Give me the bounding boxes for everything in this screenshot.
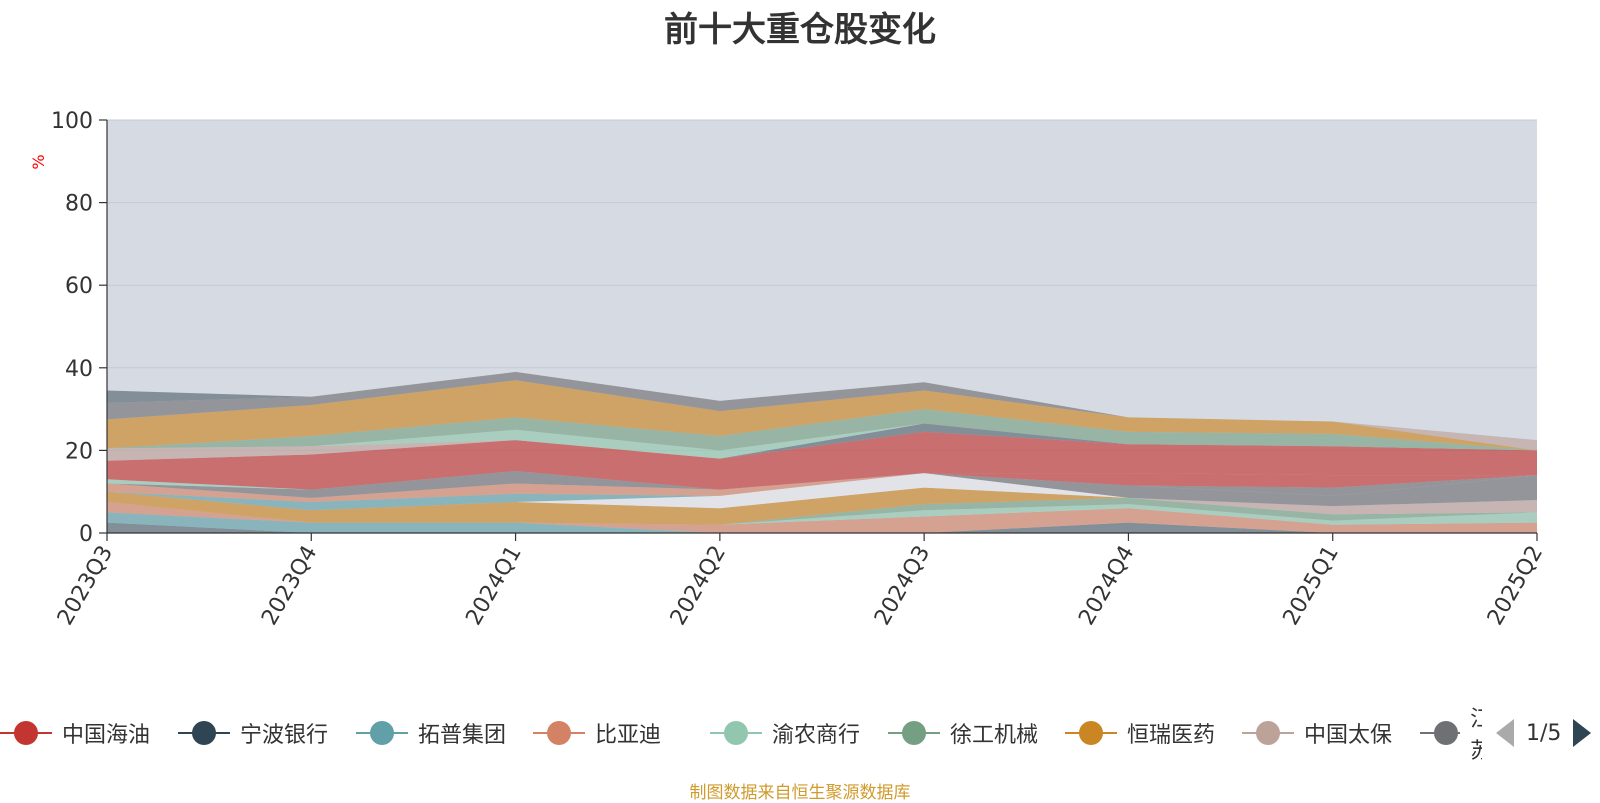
legend-label: 恒瑞医药 bbox=[1127, 723, 1216, 748]
legend-label: 中国海油 bbox=[62, 723, 151, 748]
area-series bbox=[107, 473, 1537, 503]
area-series bbox=[107, 502, 1537, 533]
area-series-group bbox=[107, 371, 1537, 533]
x-tick-label: 2024Q2 bbox=[666, 542, 731, 630]
legend-marker-icon bbox=[1065, 718, 1117, 748]
y-tick-label: 20 bbox=[65, 439, 93, 464]
x-tick-label: 2024Q1 bbox=[461, 542, 526, 630]
area-series bbox=[107, 497, 1537, 525]
chart-title: 前十大重仓股变化 bbox=[664, 10, 936, 50]
legend-marker-icon bbox=[1420, 718, 1461, 748]
area-series bbox=[107, 473, 1537, 511]
legend: 中国海油 宁波银行 拓普集团 比亚迪 渝农商行 徐工机械 恒瑞医药 中国太保 江苏 1/5 bbox=[0, 705, 1600, 765]
legend-label: 宁波银行 bbox=[240, 723, 329, 748]
legend-item[interactable]: 中国太保 bbox=[1242, 705, 1392, 761]
legend-item[interactable]: 恒瑞医药 bbox=[1065, 705, 1215, 761]
legend-pager: 1/5 bbox=[1496, 705, 1592, 761]
area-series bbox=[107, 471, 1537, 498]
area-series bbox=[107, 409, 1537, 451]
legend-item[interactable]: 徐工机械 bbox=[888, 705, 1038, 761]
x-tick-label: 2023Q3 bbox=[53, 542, 118, 630]
legend-label: 比亚迪 bbox=[595, 723, 662, 748]
legend-marker-icon bbox=[1242, 718, 1294, 748]
legend-item[interactable]: 渝农商行 bbox=[710, 705, 860, 761]
legend-marker-icon bbox=[533, 718, 585, 748]
y-tick-label: 0 bbox=[79, 522, 93, 547]
area-series bbox=[107, 473, 1537, 515]
legend-marker-icon bbox=[178, 718, 230, 748]
area-series bbox=[107, 487, 1537, 525]
x-tick-label: 2024Q4 bbox=[1074, 542, 1139, 630]
legend-item[interactable]: 拓普集团 bbox=[356, 705, 506, 761]
y-tick-label: 60 bbox=[65, 274, 93, 299]
legend-items: 中国海油 宁波银行 拓普集团 比亚迪 渝农商行 徐工机械 恒瑞医药 中国太保 江苏 bbox=[0, 705, 1482, 761]
legend-marker-icon bbox=[888, 718, 940, 748]
legend-label: 江苏 bbox=[1470, 707, 1482, 761]
x-tick-label: 2023Q4 bbox=[257, 542, 322, 630]
legend-label: 拓普集团 bbox=[418, 723, 507, 748]
y-tick-label: 80 bbox=[65, 192, 93, 217]
legend-item[interactable]: 江苏 bbox=[1420, 705, 1482, 761]
x-tick-label: 2024Q3 bbox=[870, 542, 935, 630]
legend-label: 渝农商行 bbox=[772, 723, 861, 748]
legend-marker-icon bbox=[710, 718, 762, 748]
legend-marker-icon bbox=[356, 718, 408, 748]
legend-item[interactable]: 宁波银行 bbox=[178, 705, 328, 761]
area-series bbox=[107, 473, 1537, 515]
x-tick-label: 2025Q2 bbox=[1483, 542, 1548, 630]
y-axis-unit-label: % bbox=[29, 154, 48, 169]
x-tick-label: 2025Q1 bbox=[1279, 542, 1344, 630]
legend-item[interactable]: 比亚迪 bbox=[533, 705, 661, 761]
data-source-footer: 制图数据来自恒生聚源数据库 bbox=[689, 783, 911, 803]
area-series bbox=[107, 471, 1537, 490]
y-tick-label: 40 bbox=[65, 357, 93, 382]
legend-label: 中国太保 bbox=[1304, 723, 1393, 748]
area-series bbox=[107, 431, 1537, 490]
legend-next-page-icon[interactable] bbox=[1573, 719, 1592, 747]
legend-prev-page-icon[interactable] bbox=[1496, 719, 1514, 747]
legend-page-indicator: 1/5 bbox=[1526, 720, 1562, 746]
legend-item[interactable]: 中国海油 bbox=[0, 705, 150, 761]
area-series bbox=[107, 473, 1537, 511]
legend-marker-icon bbox=[0, 718, 52, 748]
area-series bbox=[107, 380, 1537, 451]
area-series bbox=[107, 502, 1537, 525]
area-series bbox=[107, 522, 1537, 533]
area-series bbox=[107, 512, 1537, 533]
legend-label: 徐工机械 bbox=[950, 723, 1039, 748]
area-series bbox=[107, 423, 1537, 459]
y-tick-label: 100 bbox=[51, 109, 93, 134]
area-series bbox=[107, 423, 1537, 461]
